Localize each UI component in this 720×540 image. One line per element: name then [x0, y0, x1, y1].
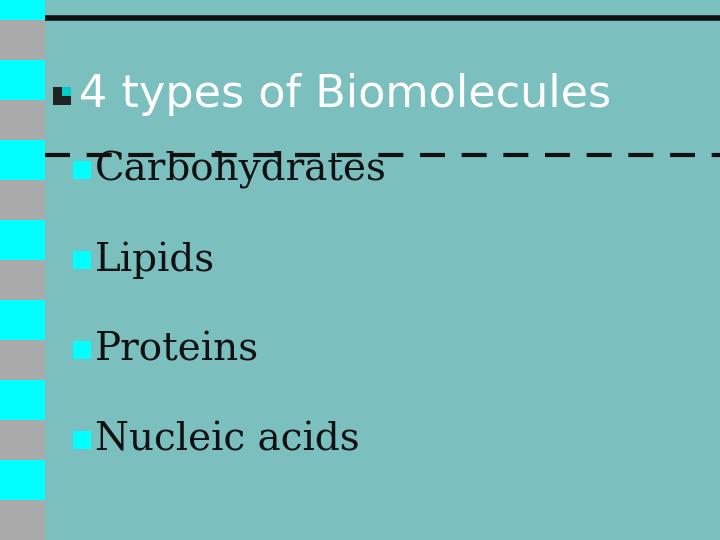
Bar [0, 380, 45, 420]
Bar [73, 431, 91, 449]
Bar [53, 87, 71, 105]
Bar [73, 341, 91, 359]
Bar [0, 180, 45, 220]
Bar [0, 500, 45, 540]
Bar [0, 220, 45, 260]
Bar [0, 300, 45, 340]
Bar [73, 161, 91, 179]
Bar [0, 420, 45, 460]
Text: 4 types of Biomolecules: 4 types of Biomolecules [79, 73, 611, 117]
Text: Lipids: Lipids [95, 241, 215, 279]
Bar [0, 340, 45, 380]
Bar [0, 260, 45, 300]
Bar [0, 100, 45, 140]
Bar [0, 60, 45, 100]
Text: Nucleic acids: Nucleic acids [95, 422, 359, 458]
Bar [0, 0, 45, 20]
Bar [0, 20, 45, 60]
Bar [62, 87, 71, 96]
Bar [0, 140, 45, 180]
Bar [73, 251, 91, 269]
Bar [0, 460, 45, 500]
Text: Carbohydrates: Carbohydrates [95, 151, 387, 189]
Text: Proteins: Proteins [95, 332, 259, 368]
